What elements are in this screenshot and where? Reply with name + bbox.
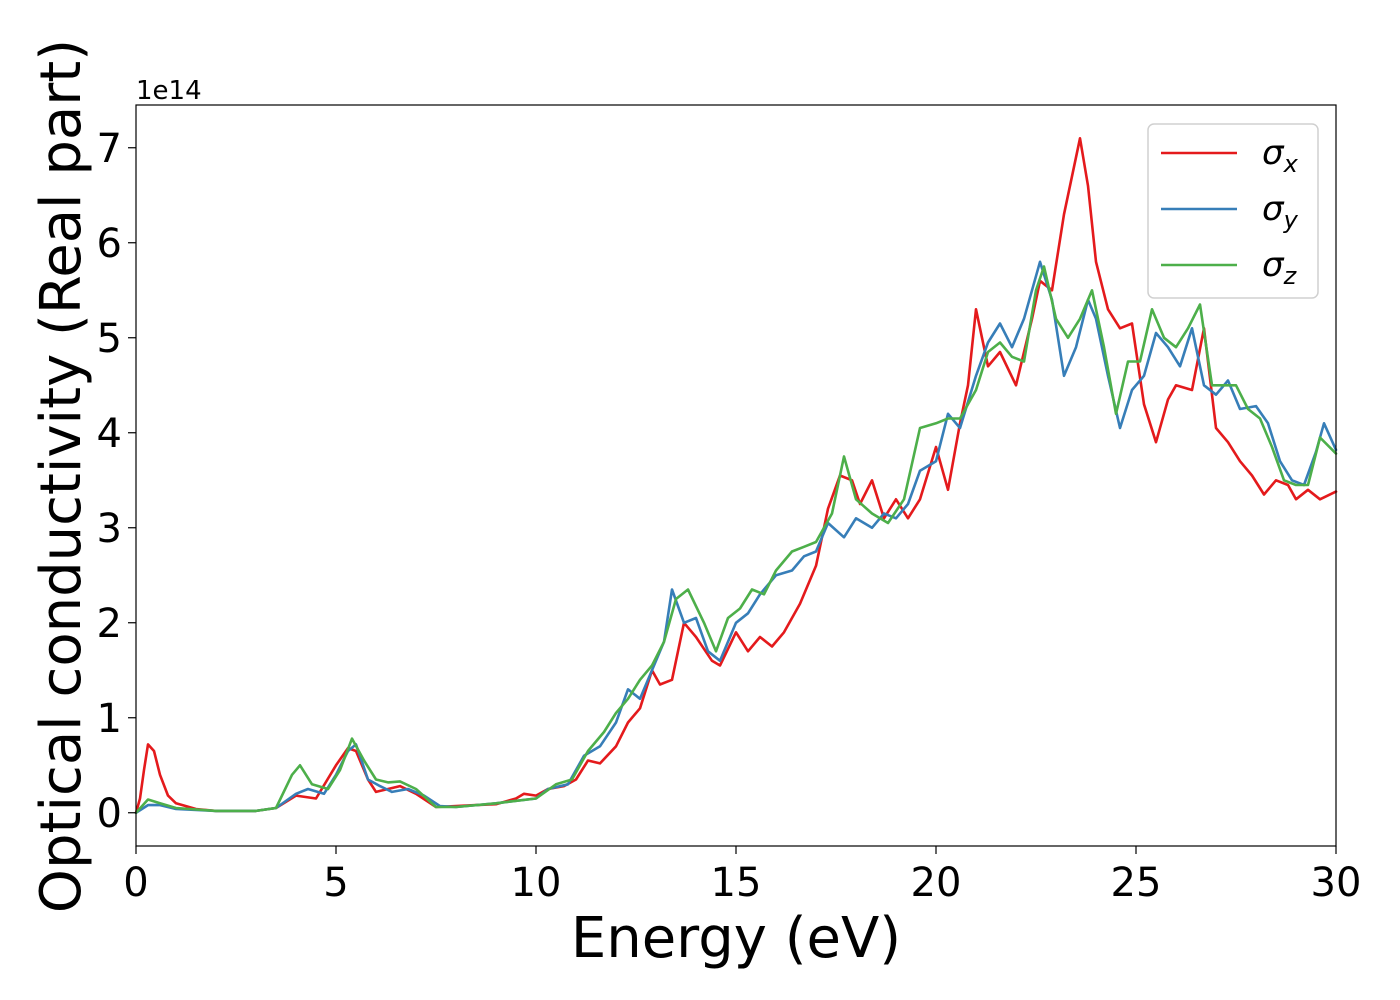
x-tick-label: 25 xyxy=(1111,860,1162,906)
series-line-sigma-z xyxy=(134,265,1338,815)
plot-lines xyxy=(134,137,1338,815)
y-offset-label: 1e14 xyxy=(136,76,202,106)
y-axis-label: Optical conductivity (Real part) xyxy=(29,39,94,913)
series-line-sigma-x xyxy=(134,137,1338,815)
x-tick-label: 30 xyxy=(1311,860,1362,906)
x-tick-label: 10 xyxy=(511,860,562,906)
y-axis: 0 1 2 3 4 5 6 7 xyxy=(97,126,136,837)
y-tick-label: 7 xyxy=(97,126,122,172)
y-tick-label: 1 xyxy=(97,696,122,742)
x-tick-label: 5 xyxy=(323,860,348,906)
x-tick-label: 0 xyxy=(123,860,148,906)
y-tick-label: 5 xyxy=(97,316,122,362)
y-tick-label: 0 xyxy=(97,791,122,837)
x-axis: 0 5 10 15 20 25 30 xyxy=(123,846,1361,906)
y-tick-label: 2 xyxy=(97,601,122,647)
x-tick-label: 15 xyxy=(711,860,762,906)
x-tick-label: 20 xyxy=(911,860,962,906)
series-line-sigma-y xyxy=(134,260,1338,815)
y-tick-label: 4 xyxy=(97,411,122,457)
x-axis-label: Energy (eV) xyxy=(571,906,901,971)
y-tick-label: 3 xyxy=(97,506,122,552)
legend-frame xyxy=(1147,123,1319,299)
y-tick-label: 6 xyxy=(97,221,122,267)
